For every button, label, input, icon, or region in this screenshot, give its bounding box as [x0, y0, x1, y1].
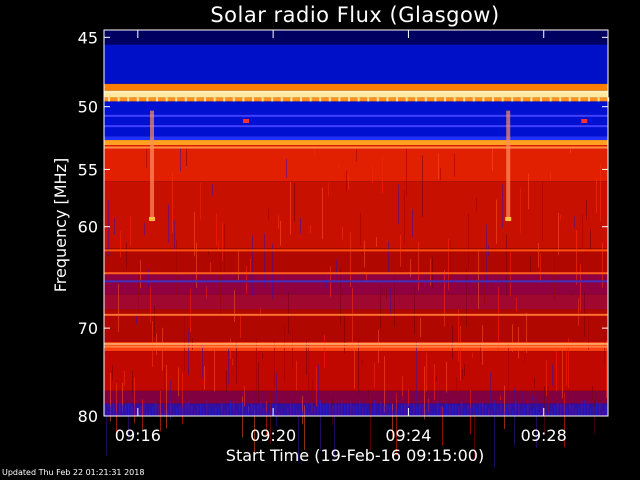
band-6 [104, 136, 608, 141]
bright-line-1 [104, 114, 608, 117]
band-16 [104, 390, 608, 404]
band-11 [104, 274, 608, 295]
bright-line-4 [104, 249, 608, 252]
x-tick-label-3: 09:28 [521, 426, 567, 445]
bright-line-3 [104, 146, 608, 149]
y-tick-label-50: 50 [78, 98, 98, 117]
x-tick-label-0: 09:16 [115, 426, 161, 445]
spike-1 [506, 110, 511, 222]
y-axis-label: Frequency [MHz] [51, 158, 70, 292]
band-0 [104, 30, 608, 45]
band-10 [104, 248, 608, 275]
x-axis-label: Start Time (19-Feb-16 09:15:00) [226, 446, 484, 465]
bright-line-6 [104, 280, 608, 283]
y-tick-label-70: 70 [78, 319, 98, 338]
plot-border [103, 29, 609, 417]
y-tick-label-45: 45 [78, 28, 98, 47]
band-7 [104, 140, 608, 146]
spike-dot-3 [581, 119, 588, 124]
band-15 [104, 351, 608, 391]
spike-dot-1 [505, 216, 512, 221]
bright-line-5 [104, 272, 608, 275]
bright-line-2 [104, 125, 608, 128]
y-tick-label-55: 55 [78, 160, 98, 179]
chart-title: Solar radio Flux (Glasgow) [210, 3, 499, 27]
x-tick-label-1: 09:20 [250, 426, 296, 445]
band-3 [104, 90, 608, 98]
bright-line-0 [104, 91, 608, 94]
spike-0 [150, 110, 155, 222]
bright-line-7 [104, 313, 608, 316]
bright-line-9 [104, 345, 608, 348]
y-tick-label-80: 80 [78, 407, 98, 426]
band-9 [104, 181, 608, 249]
band-2 [104, 83, 608, 91]
spike-dot-0 [149, 216, 156, 221]
band-4 [104, 97, 608, 102]
spike-dot-2 [243, 119, 250, 124]
updated-timestamp: Updated Thu Feb 22 01:21:31 2018 [2, 468, 145, 477]
band-5 [104, 101, 608, 137]
bright-line-8 [104, 342, 608, 345]
band-12 [104, 294, 608, 310]
y-tick-label-60: 60 [78, 218, 98, 237]
x-axis: 09:16 09:20 09:24 09:28 [115, 30, 567, 445]
y-axis: 45 50 55 60 70 80 [78, 28, 608, 426]
band-1 [104, 44, 608, 84]
noise-texture-blue [104, 400, 607, 416]
x-tick-label-2: 09:24 [385, 426, 431, 445]
comb-ticks [108, 97, 610, 102]
plot-area [103, 29, 610, 468]
